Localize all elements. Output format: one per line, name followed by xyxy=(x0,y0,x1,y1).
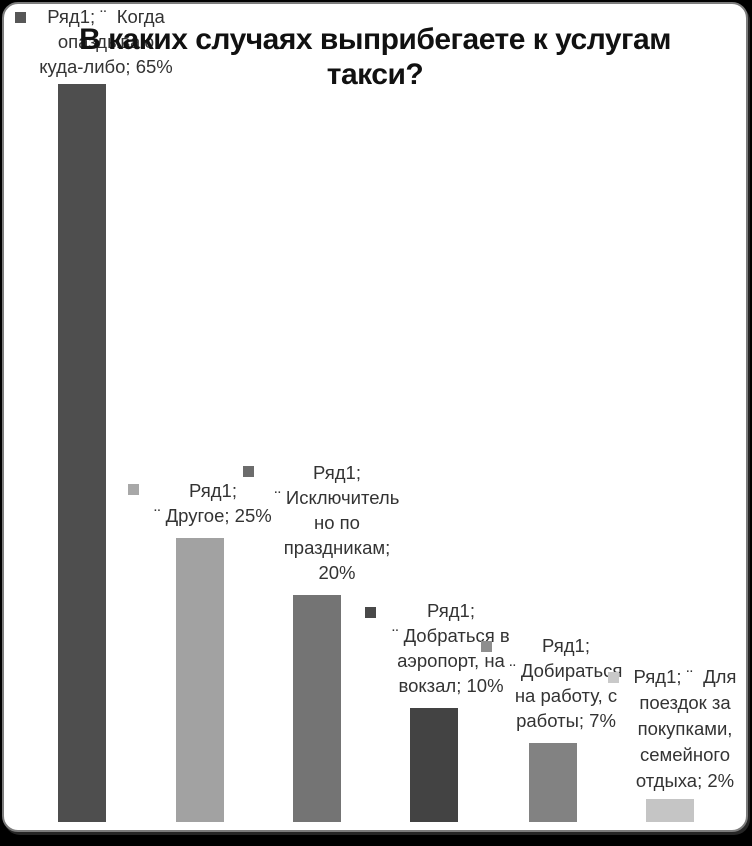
bar xyxy=(293,595,341,822)
bar xyxy=(529,743,577,822)
bar xyxy=(176,538,224,822)
data-label: Ряд1; ¨ Добираться на работу, с работы; … xyxy=(509,635,623,731)
data-label: Ряд1; ¨ Добраться в аэропорт, на вокзал;… xyxy=(392,600,510,696)
data-label: Ряд1; ¨ Для поездок за покупками, семейн… xyxy=(633,666,737,791)
series-marker xyxy=(365,607,376,618)
chart-title: В каких случаях выприбегаете к услугам т… xyxy=(79,23,671,91)
bar xyxy=(646,799,694,822)
series-marker xyxy=(15,12,26,23)
bar xyxy=(58,84,106,822)
series-marker xyxy=(128,484,139,495)
series-marker xyxy=(608,672,619,683)
bar xyxy=(410,708,458,822)
series-marker xyxy=(481,641,492,652)
chart-panel xyxy=(2,2,748,832)
series-marker xyxy=(243,466,254,477)
data-label: Ряд1; ¨ Когда опаздываю куда-либо; 65% xyxy=(39,6,173,77)
data-label: Ряд1; ¨ Исключитель но по праздникам; 20… xyxy=(274,462,400,583)
data-label: Ряд1; ¨ Другое; 25% xyxy=(154,480,272,526)
